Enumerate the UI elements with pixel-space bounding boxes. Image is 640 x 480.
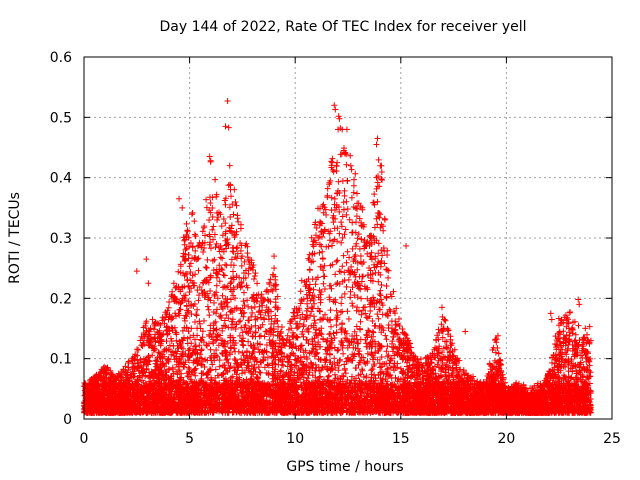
roti-outlier-point bbox=[374, 135, 381, 142]
roti-outlier-point bbox=[176, 195, 183, 202]
roti-outlier-point bbox=[438, 304, 445, 311]
y-tick-label: 0.3 bbox=[50, 231, 72, 247]
x-tick-label: 15 bbox=[392, 431, 410, 447]
roti-outlier-point bbox=[133, 268, 140, 275]
roti-outlier-point bbox=[340, 147, 347, 154]
grid-lines bbox=[84, 57, 612, 419]
y-tick-label: 0.6 bbox=[50, 50, 72, 66]
roti-outlier-point bbox=[222, 123, 229, 130]
roti-outlier-point bbox=[332, 106, 339, 113]
roti-outlier-point bbox=[343, 126, 350, 133]
x-tick-label: 25 bbox=[603, 431, 621, 447]
roti-outlier-point bbox=[548, 316, 555, 323]
roti-outlier-point bbox=[271, 265, 278, 272]
y-axis-label: ROTI / TECUs bbox=[7, 192, 23, 284]
roti-outlier-point bbox=[143, 256, 150, 263]
roti-outlier-point bbox=[331, 102, 338, 109]
y-tick-label: 0.5 bbox=[50, 110, 72, 126]
x-axis-ticks: 0 5 10 15 20 25 bbox=[80, 57, 621, 447]
roti-outlier-point bbox=[575, 296, 582, 303]
x-tick-label: 5 bbox=[185, 431, 194, 447]
roti-outlier-point bbox=[226, 162, 233, 169]
roti-outlier-point bbox=[272, 304, 279, 311]
y-axis-ticks: 0 0.1 0.2 0.3 0.4 0.5 0.6 bbox=[50, 50, 612, 428]
y-tick-label: 0.1 bbox=[50, 352, 72, 368]
roti-outlier-point bbox=[403, 242, 410, 249]
roti-outlier-point bbox=[207, 157, 214, 164]
roti-point-cloud bbox=[81, 113, 594, 416]
chart-title: Day 144 of 2022, Rate Of TEC Index for r… bbox=[159, 19, 526, 35]
roti-outlier-point bbox=[441, 316, 448, 323]
roti-outlier-point bbox=[145, 280, 152, 287]
roti-outlier-point bbox=[462, 328, 469, 335]
y-tick-label: 0.4 bbox=[50, 171, 72, 187]
x-tick-label: 20 bbox=[497, 431, 515, 447]
x-tick-label: 0 bbox=[80, 431, 89, 447]
data-points bbox=[81, 98, 594, 416]
y-tick-label: 0 bbox=[63, 412, 72, 428]
roti-outlier-point bbox=[374, 198, 381, 205]
roti-outlier-point bbox=[224, 98, 231, 105]
x-tick-label: 10 bbox=[286, 431, 304, 447]
roti-outlier-point bbox=[225, 124, 232, 131]
roti-outlier-point bbox=[329, 159, 336, 166]
roti-outlier-point bbox=[373, 174, 380, 181]
roti-outlier-point bbox=[341, 150, 348, 157]
roti-outlier-point bbox=[271, 253, 278, 260]
roti-outlier-point bbox=[373, 141, 380, 148]
roti-outlier-point bbox=[576, 301, 583, 308]
roti-outlier-point bbox=[333, 162, 340, 169]
roti-outlier-point bbox=[206, 153, 213, 160]
roti-outlier-point bbox=[547, 310, 554, 317]
x-axis-label: GPS time / hours bbox=[286, 459, 403, 475]
y-tick-label: 0.2 bbox=[50, 291, 72, 307]
roti-outlier-point bbox=[494, 332, 501, 339]
roti-outlier-point bbox=[179, 204, 186, 211]
roti-outlier-point bbox=[492, 349, 499, 356]
